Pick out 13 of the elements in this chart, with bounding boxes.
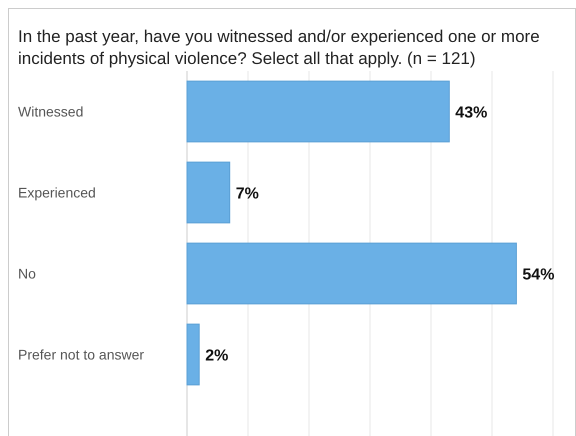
bar (186, 242, 517, 304)
data-label: 7% (236, 186, 259, 202)
bar (186, 324, 200, 386)
bar (186, 162, 230, 224)
data-label: 54% (522, 266, 554, 284)
chart-title: In the past year, have you witnessed and/or experienced one or more incidents of physical violence? Select all that apply. (n = 121) (18, 27, 540, 68)
data-label: 2% (205, 348, 228, 364)
y-tick-label: No (18, 266, 36, 282)
y-tick-label: Witnessed (18, 104, 84, 120)
bar (186, 80, 450, 142)
y-tick-label: Experienced (18, 184, 96, 200)
data-label: 43% (455, 104, 488, 122)
y-tick-label: Prefer not to answer (18, 346, 144, 362)
